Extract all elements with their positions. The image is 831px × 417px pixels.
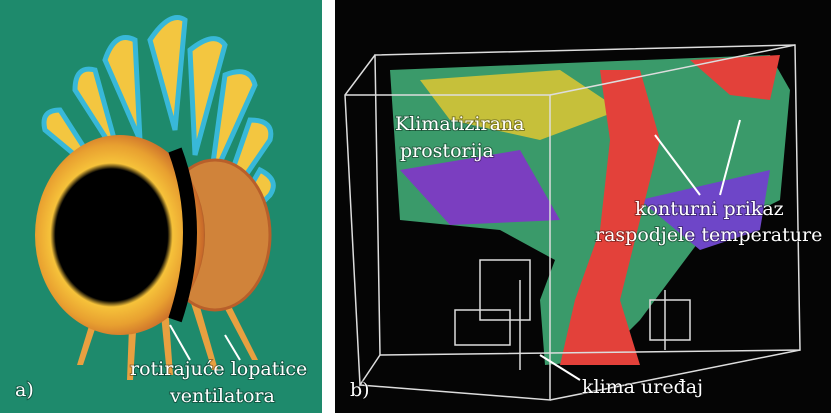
- annotation: Klimatizirana: [395, 113, 524, 135]
- annotation: ventilatora: [169, 385, 275, 407]
- annotation: konturni prikaz: [635, 198, 784, 220]
- page: a) rotirajuće lopatice ventilatora: [0, 0, 831, 413]
- panel-label: b): [350, 379, 370, 401]
- annotation: prostorija: [400, 140, 494, 162]
- annotation: klima uređaj: [582, 376, 703, 398]
- panel-a: a) rotirajuće lopatice ventilatora: [0, 0, 322, 413]
- annotation: raspodjele temperature: [595, 224, 822, 246]
- figure: a) rotirajuće lopatice ventilatora: [0, 0, 831, 413]
- annotation: rotirajuće lopatice: [130, 358, 307, 380]
- panel-b: b) Klimatizirana prostorija konturni pri…: [335, 0, 831, 413]
- panel-label: a): [15, 379, 34, 401]
